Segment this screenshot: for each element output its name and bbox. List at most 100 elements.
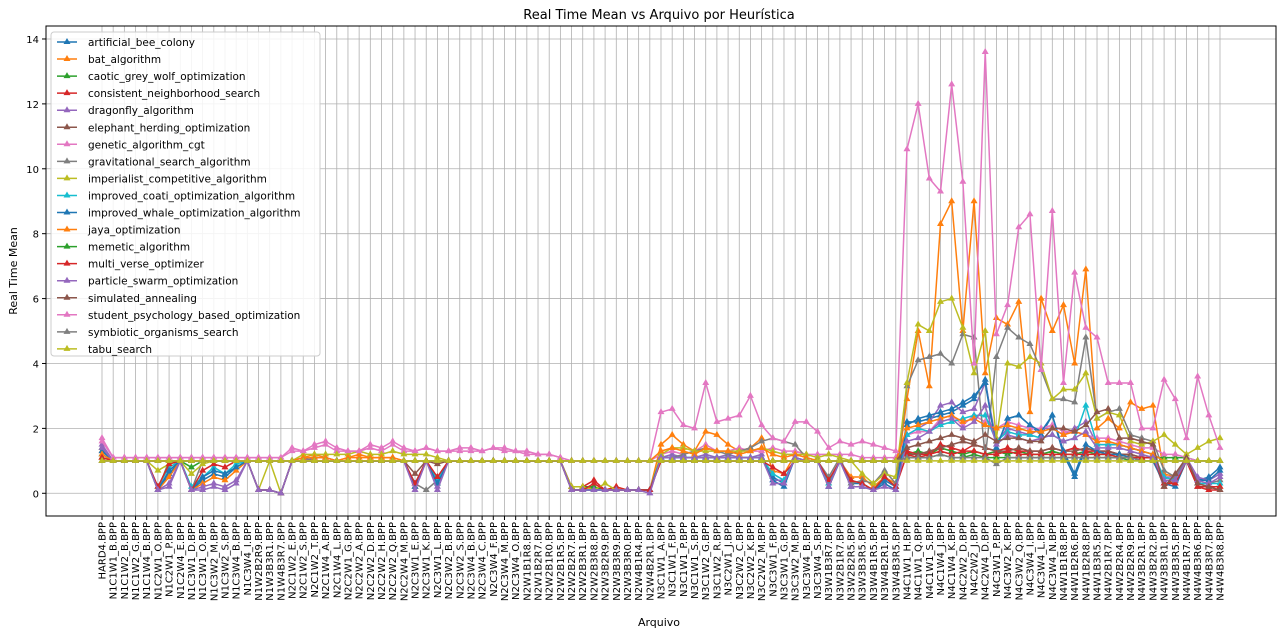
data-point bbox=[1004, 320, 1012, 327]
x-tick-label: N4W2B2R9.BPP bbox=[1126, 522, 1137, 601]
data-point bbox=[221, 463, 229, 470]
data-point bbox=[981, 421, 989, 428]
data-point bbox=[970, 369, 978, 376]
series-tabu-search bbox=[98, 456, 1224, 463]
x-tick-label: N3C1W1_F.BPP bbox=[668, 522, 679, 597]
legend-label: symbiotic_organisms_search bbox=[88, 327, 239, 339]
data-point bbox=[657, 447, 665, 454]
data-point bbox=[992, 450, 1000, 457]
data-point bbox=[836, 456, 844, 463]
data-point bbox=[825, 456, 833, 463]
data-point bbox=[1004, 427, 1012, 434]
data-point bbox=[1071, 456, 1079, 463]
data-point bbox=[937, 421, 944, 428]
data-point bbox=[925, 382, 933, 389]
data-point bbox=[1104, 437, 1112, 444]
data-point bbox=[1004, 450, 1012, 457]
data-point bbox=[389, 437, 397, 444]
data-point bbox=[568, 486, 576, 493]
data-point bbox=[1138, 450, 1146, 457]
data-point bbox=[199, 456, 207, 463]
data-point bbox=[836, 453, 844, 460]
data-point bbox=[1071, 447, 1079, 454]
data-point bbox=[937, 401, 944, 408]
data-point bbox=[523, 456, 531, 463]
data-point bbox=[1115, 434, 1123, 441]
data-point bbox=[691, 456, 699, 463]
data-point bbox=[992, 424, 1000, 431]
data-point bbox=[221, 476, 229, 483]
x-tick-label: N4C2W2_J.BPP bbox=[970, 522, 981, 596]
data-point bbox=[1015, 421, 1023, 428]
data-point bbox=[199, 486, 207, 493]
data-point bbox=[881, 466, 889, 473]
x-tick-label: N2W2B1R0.BPP bbox=[545, 522, 556, 601]
data-point bbox=[1082, 450, 1090, 457]
data-point bbox=[210, 482, 218, 489]
data-point bbox=[467, 443, 475, 450]
data-point bbox=[948, 197, 956, 204]
data-point bbox=[1104, 414, 1112, 421]
data-point bbox=[970, 404, 978, 411]
x-tick-label: N4W4B3R8.BPP bbox=[1216, 522, 1227, 601]
x-tick-label: N3W2B1R7.BPP bbox=[835, 522, 846, 601]
data-point bbox=[1093, 408, 1101, 415]
x-tick-label: N4W4B1R7.BPP bbox=[1182, 522, 1193, 601]
data-point bbox=[187, 469, 195, 476]
data-point bbox=[702, 378, 710, 385]
legend-marker bbox=[63, 344, 71, 351]
x-tick-label: N4W3B2R2.BPP bbox=[1148, 522, 1159, 601]
data-point bbox=[679, 421, 687, 428]
data-point bbox=[668, 443, 676, 450]
x-tick-label: N1W4B3R7.BPP bbox=[276, 522, 287, 601]
data-point bbox=[881, 443, 889, 450]
data-point bbox=[948, 447, 956, 454]
data-point bbox=[1071, 434, 1079, 441]
data-point bbox=[467, 456, 475, 463]
x-tick-label: N2C3W2_S.BPP bbox=[455, 522, 466, 599]
data-point bbox=[1048, 450, 1056, 457]
data-point bbox=[1160, 466, 1168, 473]
data-point bbox=[724, 453, 732, 460]
data-point bbox=[266, 486, 274, 493]
data-point bbox=[691, 453, 699, 460]
data-point bbox=[769, 463, 777, 470]
data-point bbox=[903, 443, 911, 450]
data-point bbox=[411, 447, 419, 454]
data-point bbox=[769, 443, 777, 450]
data-point bbox=[210, 469, 218, 476]
data-point bbox=[992, 437, 1000, 444]
data-point bbox=[221, 482, 229, 489]
data-point bbox=[333, 450, 341, 457]
legend-label: improved_whale_optimization_algorithm bbox=[88, 208, 300, 220]
data-point bbox=[1205, 482, 1213, 489]
data-point bbox=[1004, 453, 1012, 460]
data-point bbox=[1127, 447, 1135, 454]
data-point bbox=[1104, 450, 1112, 457]
data-point bbox=[1127, 453, 1135, 460]
data-point bbox=[724, 456, 732, 463]
data-point bbox=[1093, 453, 1101, 460]
data-point bbox=[1205, 411, 1213, 418]
data-point bbox=[221, 473, 229, 480]
data-point bbox=[881, 476, 889, 483]
data-point bbox=[501, 456, 508, 463]
data-point bbox=[1048, 206, 1056, 213]
data-point bbox=[914, 427, 922, 434]
data-point bbox=[1060, 447, 1067, 454]
x-tick-label: N2W3B2R9.BPP bbox=[601, 522, 612, 601]
data-point bbox=[970, 197, 978, 204]
data-point bbox=[981, 456, 989, 463]
data-point bbox=[1160, 482, 1168, 489]
data-point bbox=[1004, 456, 1012, 463]
data-point bbox=[925, 417, 933, 424]
legend-item: artificial_bee_colony bbox=[57, 37, 195, 49]
data-point bbox=[1171, 440, 1179, 447]
data-point bbox=[858, 456, 866, 463]
data-point bbox=[1082, 401, 1090, 408]
legend-marker bbox=[63, 38, 71, 44]
data-point bbox=[646, 486, 654, 493]
data-point bbox=[288, 456, 296, 463]
data-point bbox=[769, 456, 777, 463]
data-point bbox=[992, 443, 1000, 450]
